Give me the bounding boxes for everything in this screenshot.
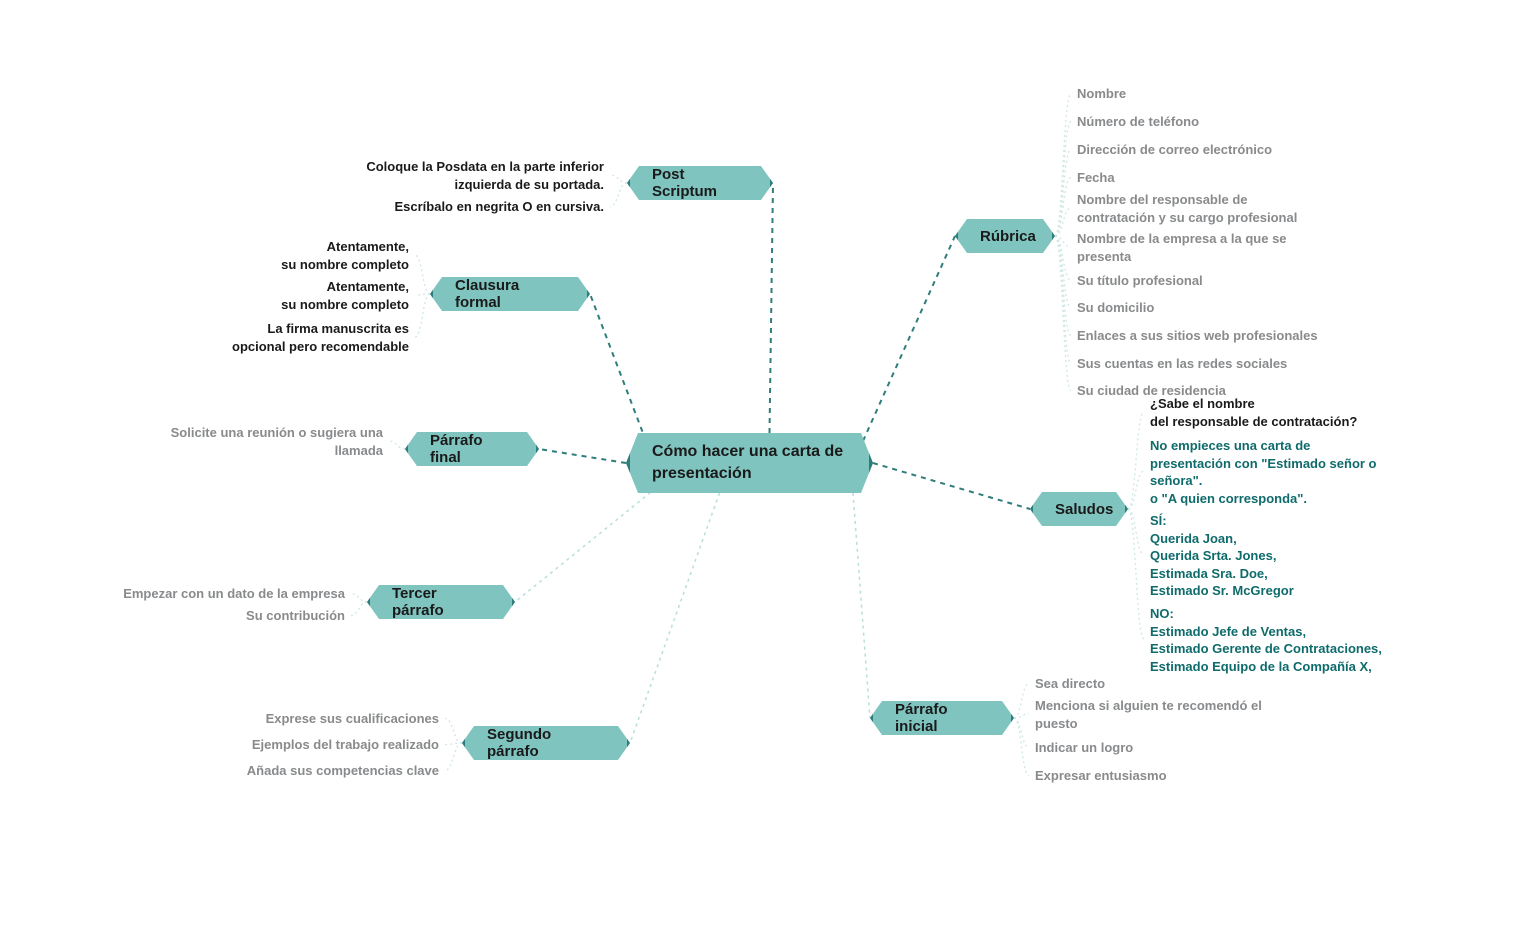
branch-label: Post Scriptum — [652, 166, 748, 200]
leaf-text: Atentamente,su nombre completo — [281, 278, 409, 313]
center-line2: presentación — [652, 463, 847, 485]
branch-label: Saludos — [1055, 501, 1103, 518]
leaf-text: Ejemplos del trabajo realizado — [252, 736, 439, 754]
leaf-text: Indicar un logro — [1035, 739, 1133, 757]
leaf-text: Menciona si alguien te recomendó elpuest… — [1035, 697, 1262, 732]
leaf-text: NO:Estimado Jefe de Ventas,Estimado Gere… — [1150, 605, 1382, 675]
branch-clausura: Clausura formal — [430, 277, 590, 311]
branch-segundo_parrafo: Segundo párrafo — [462, 726, 630, 760]
leaf-text: Dirección de correo electrónico — [1077, 141, 1272, 159]
leaf-text: Atentamente,su nombre completo — [281, 238, 409, 273]
leaf-text: ¿Sabe el nombredel responsable de contra… — [1150, 395, 1357, 430]
branch-parrafo_final: Párrafo final — [405, 432, 539, 466]
leaf-text: Fecha — [1077, 169, 1115, 187]
leaf-text: Nombre de la empresa a la que sepresenta — [1077, 230, 1287, 265]
leaf-text: Número de teléfono — [1077, 113, 1199, 131]
branch-rubrica: Rúbrica — [955, 219, 1055, 253]
branch-label: Párrafo final — [430, 432, 514, 466]
branch-post_scriptum: Post Scriptum — [627, 166, 773, 200]
leaf-text: No empieces una carta depresentación con… — [1150, 437, 1377, 507]
leaf-text: Su título profesional — [1077, 272, 1203, 290]
leaf-text: La firma manuscrita esopcional pero reco… — [232, 320, 409, 355]
leaf-text: Expresar entusiasmo — [1035, 767, 1167, 785]
leaf-text: Añada sus competencias clave — [247, 762, 439, 780]
leaf-text: Enlaces a sus sitios web profesionales — [1077, 327, 1318, 345]
branch-label: Segundo párrafo — [487, 726, 605, 760]
leaf-text: Exprese sus cualificaciones — [266, 710, 439, 728]
branch-label: Rúbrica — [980, 228, 1030, 245]
leaf-text: Solicite una reunión o sugiera unallamad… — [171, 424, 383, 459]
leaf-text: Su domicilio — [1077, 299, 1154, 317]
branch-label: Clausura formal — [455, 277, 565, 311]
branch-parrafo_inicial: Párrafo inicial — [870, 701, 1014, 735]
leaf-text: Sus cuentas en las redes sociales — [1077, 355, 1287, 373]
branch-label: Tercer párrafo — [392, 585, 490, 619]
center-node: Cómo hacer una carta de presentación — [626, 433, 873, 493]
leaf-text: Sea directo — [1035, 675, 1105, 693]
leaf-text: SÍ:Querida Joan,Querida Srta. Jones,Esti… — [1150, 512, 1294, 600]
branch-label: Párrafo inicial — [895, 701, 989, 735]
branch-saludos: Saludos — [1030, 492, 1128, 526]
leaf-text: Su contribución — [246, 607, 345, 625]
leaf-text: Coloque la Posdata en la parte inferiori… — [366, 158, 604, 193]
leaf-text: Escríbalo en negrita O en cursiva. — [394, 198, 604, 216]
leaf-text: Nombre — [1077, 85, 1126, 103]
branch-tercer_parrafo: Tercer párrafo — [367, 585, 515, 619]
leaf-text: Empezar con un dato de la empresa — [123, 585, 345, 603]
leaf-text: Nombre del responsable decontratación y … — [1077, 191, 1297, 226]
center-line1: Cómo hacer una carta de — [652, 441, 847, 463]
